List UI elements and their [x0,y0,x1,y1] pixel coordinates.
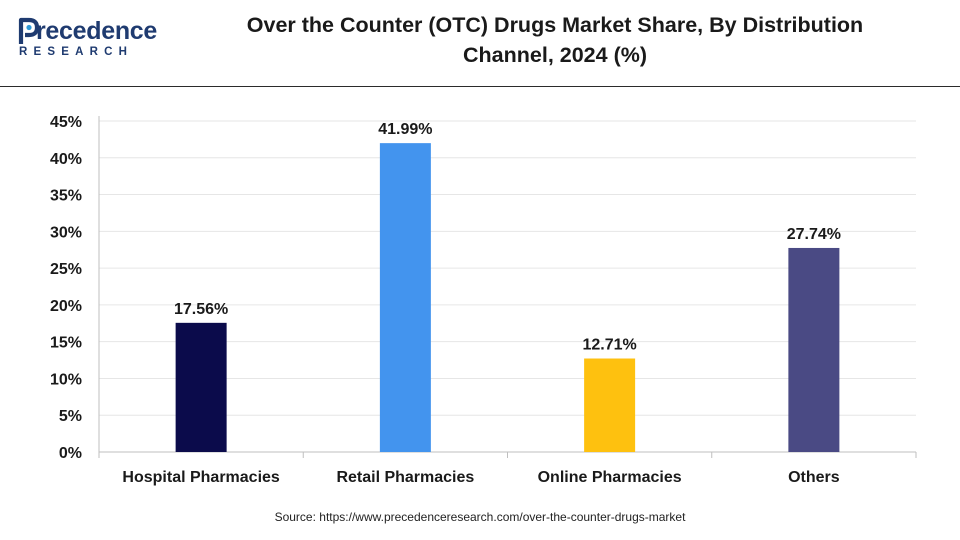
data-label: 27.74% [787,226,841,243]
chart-title: Over the Counter (OTC) Drugs Market Shar… [195,10,915,70]
bar [175,322,227,452]
y-tick-label: 45% [50,114,82,131]
data-label: 17.56% [174,301,228,318]
logo-p-icon [18,17,40,44]
y-tick-label: 35% [50,188,82,205]
y-tick-label: 15% [50,335,82,352]
chart-title-line-1: Over the Counter (OTC) Drugs Market Shar… [246,13,864,37]
y-tick-label: 30% [50,224,82,241]
y-tick-label: 25% [50,261,82,278]
x-tick-label: Retail Pharmacies [336,469,474,486]
data-label: 41.99% [378,121,432,138]
y-tick-label: 0% [59,445,82,462]
bar [379,143,431,452]
bar [788,247,840,452]
x-tick-label: Hospital Pharmacies [122,469,280,486]
bar [584,358,636,452]
y-tick-label: 40% [50,151,82,168]
header: recedence RESEARCH Over the Counter (OTC… [0,0,960,87]
data-label: 12.71% [582,337,636,354]
source-note: Source: https://www.precedenceresearch.c… [274,510,686,524]
y-tick-label: 20% [50,298,82,315]
y-tick-label: 10% [50,371,82,388]
chart-title-line-2: Channel, 2024 (%) [463,43,647,67]
logo-subtitle: RESEARCH [19,46,134,58]
y-tick-label: 5% [59,408,82,425]
bar-chart: 0% 5% 10% 15% 20% 25% 30% 35% 40% 45% 17.56% Hospit… [50,114,917,486]
logo-wordmark: recedence [36,17,157,45]
x-tick-label: Online Pharmacies [538,469,682,486]
x-tick-label: Others [788,469,840,486]
precedence-research-logo: recedence RESEARCH [18,16,168,64]
